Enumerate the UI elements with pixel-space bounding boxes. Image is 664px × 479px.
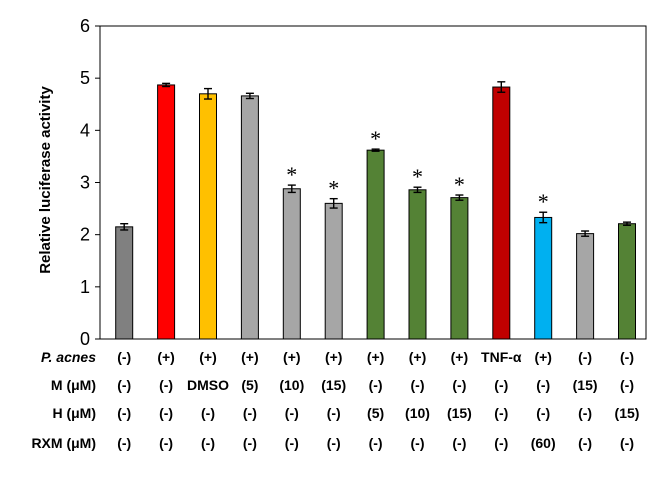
treatment-row-label: RXM (μM) [31,435,96,451]
significance-star: * [412,164,423,189]
treatment-cell: (+) [157,349,175,365]
y-axis-label: Relative luciferase activity [37,86,54,274]
treatment-cell: (+) [451,349,469,365]
treatment-cell: (-) [578,405,592,421]
bar [534,216,553,340]
treatment-cell: (-) [494,377,508,393]
treatment-cell: (+) [283,349,301,365]
bar [618,223,636,340]
treatment-cell: (-) [452,435,466,451]
bar [576,233,595,340]
y-tick-label: 6 [80,16,90,36]
bar [408,189,427,340]
y-tick-label: 3 [80,173,90,193]
treatment-cell: (-) [159,435,173,451]
treatment-cell: (-) [536,377,550,393]
treatment-cell: (+) [534,349,552,365]
treatment-cell: (15) [447,405,472,421]
treatment-cell: (-) [243,435,257,451]
treatment-cell: (-) [578,435,592,451]
treatment-cell: (-) [243,405,257,421]
treatment-cell: (-) [578,349,592,365]
bar [157,84,176,340]
treatment-cell: (-) [620,435,634,451]
significance-star: * [538,189,549,214]
treatment-cell: (-) [536,405,550,421]
bar [366,149,385,340]
treatment-cell: (15) [321,377,346,393]
treatment-cell: (15) [573,377,598,393]
treatment-cell: (-) [117,377,131,393]
bar [199,93,217,340]
treatment-cell: (15) [615,405,640,421]
significance-star: * [454,172,465,197]
treatment-cell: TNF-α [481,349,522,365]
treatment-cell: (-) [494,435,508,451]
treatment-cell: (-) [452,377,466,393]
treatment-cell: (-) [369,435,383,451]
treatment-cell: (-) [411,435,425,451]
bar [282,188,301,340]
bar [115,226,134,340]
treatment-cell: (-) [327,435,341,451]
y-axis: 0 1 2 3 4 5 6 [80,16,100,349]
treatment-cell: (-) [620,349,634,365]
bar [240,95,259,340]
bar-series: * * * * * * [115,81,636,340]
treatment-cell: (5) [241,377,258,393]
treatment-cell: (-) [285,435,299,451]
treatment-cell: (-) [201,435,215,451]
treatment-cell: (+) [325,349,343,365]
treatment-cell: (-) [369,377,383,393]
bar [324,202,343,340]
significance-star: * [370,126,381,151]
treatment-cell: (60) [531,435,556,451]
treatment-cell: (-) [159,377,173,393]
treatment-cell: (+) [367,349,385,365]
y-tick-label: 4 [80,120,90,140]
y-tick-label: 1 [80,277,90,297]
treatment-row-label: M (μM) [51,377,96,393]
treatment-cell: (-) [411,377,425,393]
treatment-cell: (-) [117,435,131,451]
treatment-table: P. acnes (-) (+) (+) (+) (+) (+) (+) (+) (+) TNF-α… [31,349,639,451]
treatment-cell: (-) [117,349,131,365]
treatment-cell: (-) [159,405,173,421]
treatment-cell: (-) [620,377,634,393]
treatment-row-label: H (μM) [52,405,96,421]
treatment-cell: (-) [285,405,299,421]
y-tick-label: 2 [80,225,90,245]
treatment-cell: (-) [494,405,508,421]
y-tick-label: 0 [80,329,90,349]
treatment-cell: (-) [201,405,215,421]
treatment-cell: DMSO [187,377,229,393]
bar [450,197,469,340]
treatment-row-label: P. acnes [41,349,96,365]
treatment-cell: (10) [279,377,304,393]
bar [492,86,511,340]
treatment-cell: (+) [409,349,427,365]
treatment-cell: (+) [241,349,259,365]
y-tick-label: 5 [80,68,90,88]
significance-star: * [328,176,339,201]
treatment-cell: (-) [117,405,131,421]
significance-star: * [286,162,297,187]
treatment-cell: (+) [199,349,217,365]
treatment-cell: (5) [367,405,384,421]
treatment-cell: (-) [327,405,341,421]
treatment-cell: (10) [405,405,430,421]
